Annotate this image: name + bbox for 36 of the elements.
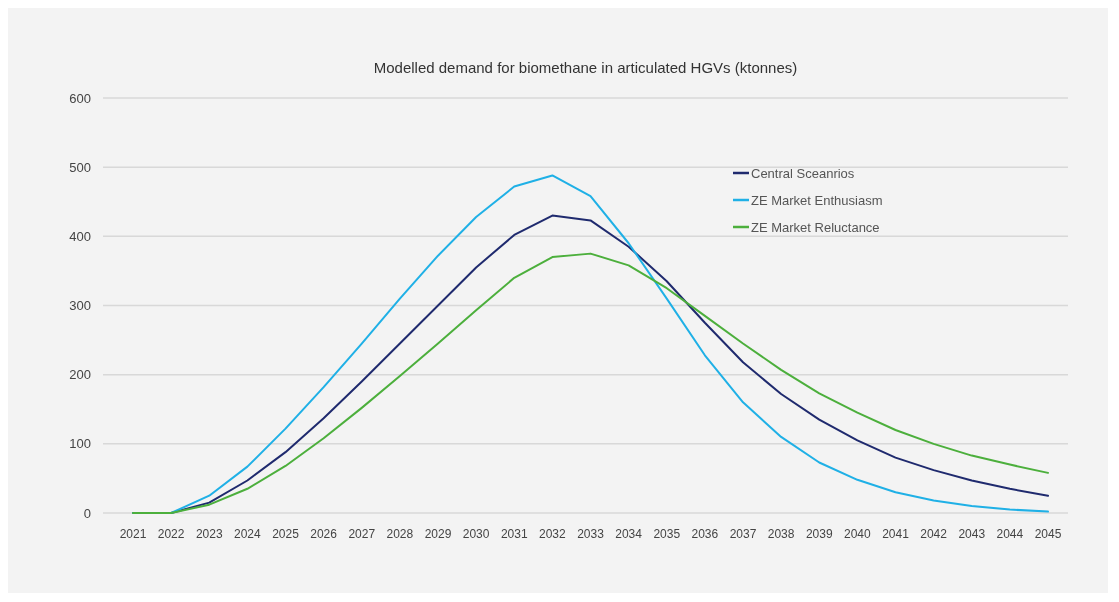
legend-label: ZE Market Reluctance [751,219,880,235]
x-tick-label: 2027 [348,527,376,541]
y-tick-label: 600 [69,90,91,106]
x-tick-label: 2040 [844,527,872,541]
x-tick-label: 2036 [691,527,719,541]
y-tick-label: 100 [69,436,91,452]
x-tick-label: 2026 [310,527,338,541]
x-tick-label: 2023 [195,527,223,541]
x-tick-label: 2022 [157,527,185,541]
x-tick-label: 2039 [805,527,833,541]
x-tick-label: 2031 [500,527,528,541]
x-tick-label: 2030 [462,527,490,541]
chart-title: Modelled demand for biomethane in articulated HGVs (ktonnes) [373,59,798,76]
x-tick-label: 2045 [1034,527,1062,541]
x-tick-label: 2042 [920,527,948,541]
legend-label: Central Sceanrios [751,165,855,181]
x-tick-label: 2038 [767,527,795,541]
y-tick-label: 0 [83,505,91,521]
x-tick-label: 2033 [577,527,605,541]
x-tick-label: 2024 [234,527,262,541]
x-tick-label: 2034 [615,527,643,541]
x-tick-label: 2028 [386,527,414,541]
x-tick-label: 2043 [958,527,986,541]
x-tick-label: 2021 [119,527,147,541]
x-tick-label: 2025 [272,527,300,541]
y-tick-label: 200 [69,367,91,383]
x-tick-label: 2029 [424,527,452,541]
x-tick-label: 2044 [996,527,1024,541]
x-tick-label: 2041 [882,527,910,541]
legend-label: ZE Market Enthusiasm [751,192,883,208]
x-tick-label: 2035 [653,527,681,541]
y-tick-label: 400 [69,228,91,244]
x-tick-label: 2037 [729,527,757,541]
x-tick-label: 2032 [539,527,567,541]
y-tick-label: 500 [69,159,91,175]
y-tick-label: 300 [69,298,91,314]
